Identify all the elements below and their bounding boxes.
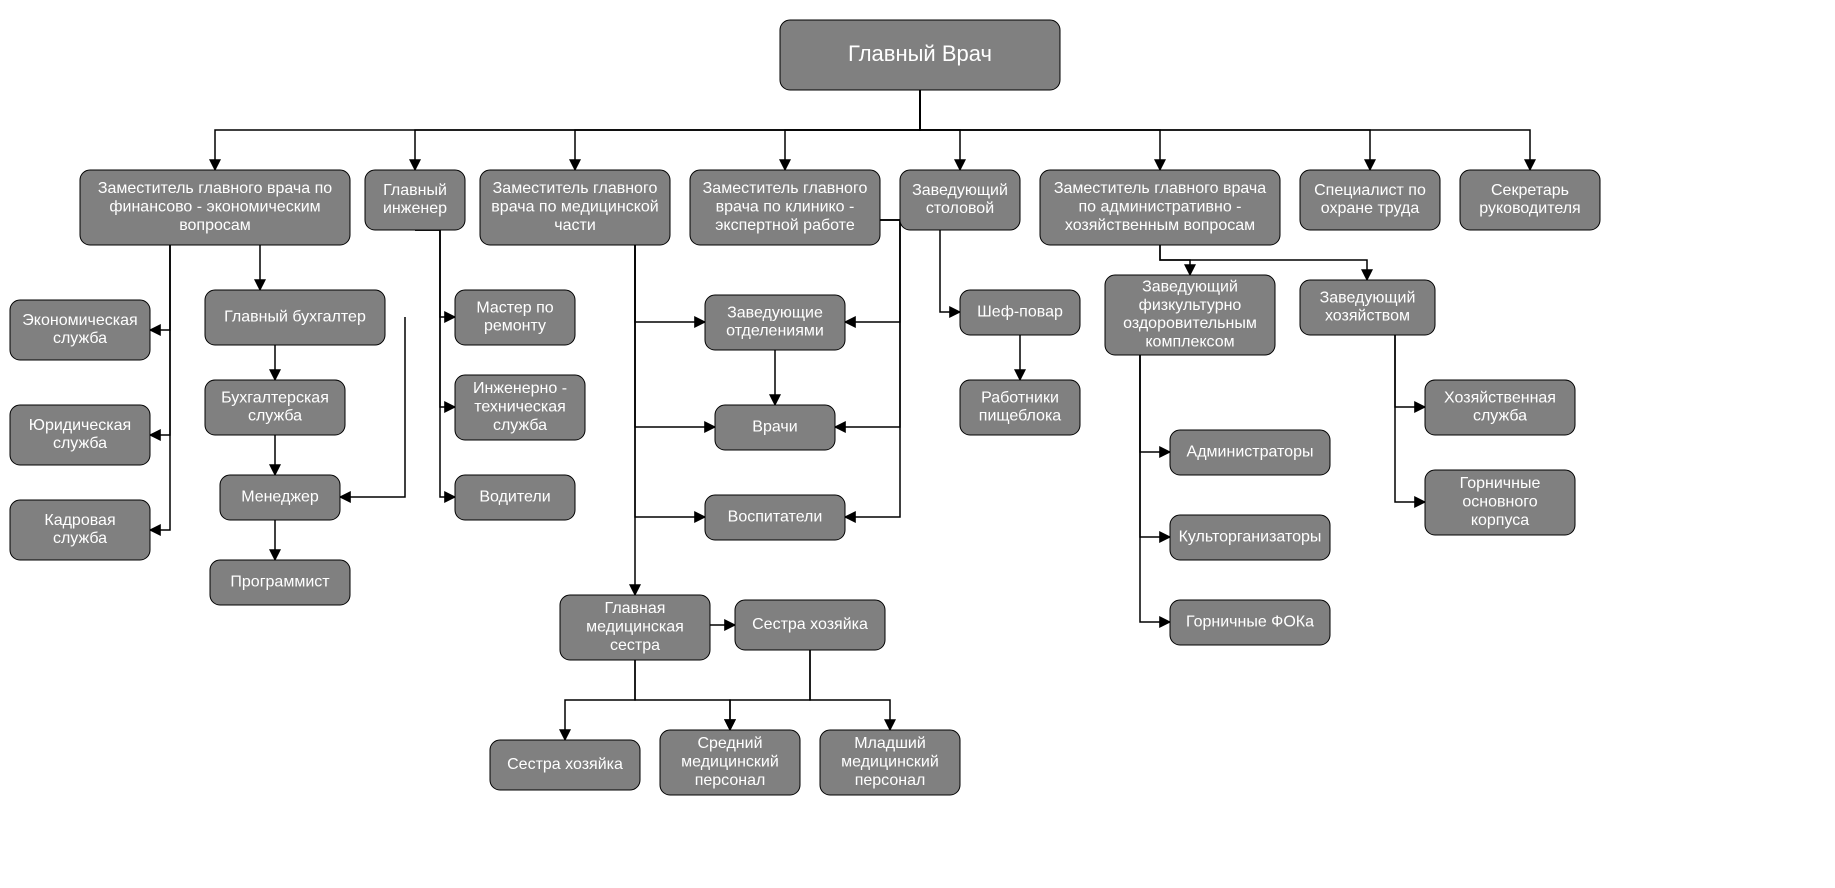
node-maids_main: Горничныеосновногокорпуса <box>1425 470 1575 535</box>
node-dep_clin: Заместитель главноговрача по клинико -эк… <box>690 170 880 245</box>
node-jun_med: Младшиймедицинскийперсонал <box>820 730 960 795</box>
node-cult: Культорганизаторы <box>1170 515 1330 560</box>
node-label-admins: Администраторы <box>1187 444 1314 461</box>
edge-household-house_srv <box>1395 335 1425 407</box>
node-label-cult: Культорганизаторы <box>1179 529 1322 546</box>
node-fok: Заведующийфизкультурнооздоровительнымком… <box>1105 275 1275 355</box>
node-label-kitchen: Работникипищеблока <box>979 390 1062 425</box>
edge-dep_fin-legal <box>150 245 170 435</box>
node-label-household: Заведующийхозяйством <box>1320 290 1416 325</box>
node-secretary: Секретарьруководителя <box>1460 170 1600 230</box>
node-chief_acc: Главный бухгалтер <box>205 290 385 345</box>
node-label-eng: Главныйинженер <box>383 182 447 217</box>
node-label-sis_host1: Сестра хозяйка <box>752 616 868 633</box>
edge-dep_med-heads <box>635 245 705 322</box>
node-label-prog: Программист <box>230 574 330 591</box>
node-label-drivers: Водители <box>479 489 550 506</box>
node-safety: Специалист поохране труда <box>1300 170 1440 230</box>
node-doctors: Врачи <box>715 405 835 450</box>
org-chart: Главный Врач Заместитель главного врача п… <box>0 0 1835 888</box>
edge-sis_host1-jun_med <box>810 650 890 730</box>
node-label-hr: Кадроваяслужба <box>44 512 115 547</box>
node-eng: Главныйинженер <box>365 170 465 230</box>
node-engtech: Инженерно -техническаяслужба <box>455 375 585 440</box>
node-label-doctors: Врачи <box>752 419 797 436</box>
node-kitchen: Работникипищеблока <box>960 380 1080 435</box>
edge-fok-cult <box>1140 355 1170 537</box>
node-label-canteen: Заведующийстоловой <box>912 182 1008 217</box>
edge-root-secretary <box>920 90 1530 170</box>
node-sis_host2: Сестра хозяйка <box>490 740 640 790</box>
node-dep_med: Заместитель главноговрача по медицинской… <box>480 170 670 245</box>
edge-household-maids_main <box>1395 335 1425 502</box>
node-manager: Менеджер <box>220 475 340 520</box>
node-prog: Программист <box>210 560 350 605</box>
node-canteen: Заведующийстоловой <box>900 170 1020 230</box>
node-educ: Воспитатели <box>705 495 845 540</box>
edge-eng-drivers <box>415 230 455 497</box>
edge-eng-repair <box>415 230 455 317</box>
edge-dep_fin-hr <box>150 245 170 530</box>
edge-chief_nurse-sis_host2 <box>565 660 635 740</box>
node-hr: Кадроваяслужба <box>10 500 150 560</box>
node-sis_host1: Сестра хозяйка <box>735 600 885 650</box>
edge-dep_fin-econ <box>150 245 170 330</box>
node-label-repair: Мастер поремонту <box>476 300 553 335</box>
node-label-safety: Специалист поохране труда <box>1314 182 1426 217</box>
edge-fok-maids_fok <box>1140 355 1170 622</box>
edge-canteen-chef <box>940 230 960 312</box>
node-label-educ: Воспитатели <box>728 509 823 526</box>
node-heads: Заведующиеотделениями <box>705 295 845 350</box>
edge-fok-admins <box>1140 355 1170 452</box>
node-label-secretary: Секретарьруководителя <box>1479 182 1580 217</box>
node-label-chef: Шеф-повар <box>977 304 1063 321</box>
node-label-dep_adm: Заместитель главного врачапо администрат… <box>1054 180 1266 234</box>
edge-dep_med-educ <box>635 245 705 517</box>
node-household: Заведующийхозяйством <box>1300 280 1435 335</box>
node-maids_fok: Горничные ФОКа <box>1170 600 1330 645</box>
node-drivers: Водители <box>455 475 575 520</box>
node-label-maids_fok: Горничные ФОКа <box>1186 614 1314 631</box>
edge-dep_clin-educ <box>845 220 900 517</box>
node-house_srv: Хозяйственнаяслужба <box>1425 380 1575 435</box>
node-label-jun_med: Младшиймедицинскийперсонал <box>841 735 939 789</box>
node-admins: Администраторы <box>1170 430 1330 475</box>
edge-chief_nurse-mid_med <box>635 660 730 730</box>
edge-eng-engtech <box>415 230 455 407</box>
node-label-heads: Заведующиеотделениями <box>726 305 824 340</box>
node-label-manager: Менеджер <box>241 489 319 506</box>
node-label-root: Главный Врач <box>848 41 992 66</box>
node-econ: Экономическаяслужба <box>10 300 150 360</box>
node-legal: Юридическаяслужба <box>10 405 150 465</box>
node-root: Главный Врач <box>780 20 1060 90</box>
node-label-maids_main: Горничныеосновногокорпуса <box>1460 475 1541 529</box>
node-label-sis_host2: Сестра хозяйка <box>507 756 623 773</box>
edge-root-dep_clin <box>785 90 920 170</box>
nodes-layer: Главный Врач Заместитель главного врача п… <box>10 20 1600 795</box>
node-chef: Шеф-повар <box>960 290 1080 335</box>
node-label-dep_clin: Заместитель главноговрача по клинико -эк… <box>703 180 868 234</box>
node-acc_dept: Бухгалтерскаяслужба <box>205 380 345 435</box>
node-dep_fin: Заместитель главного врача пофинансово -… <box>80 170 350 245</box>
edge-dep_med-doctors <box>635 245 715 427</box>
node-mid_med: Средниймедицинскийперсонал <box>660 730 800 795</box>
node-label-chief_acc: Главный бухгалтер <box>224 309 366 326</box>
node-dep_adm: Заместитель главного врачапо администрат… <box>1040 170 1280 245</box>
edge-sis_host1-mid_med <box>730 650 810 730</box>
node-repair: Мастер поремонту <box>455 290 575 345</box>
node-chief_nurse: Главнаямедицинскаясестра <box>560 595 710 660</box>
